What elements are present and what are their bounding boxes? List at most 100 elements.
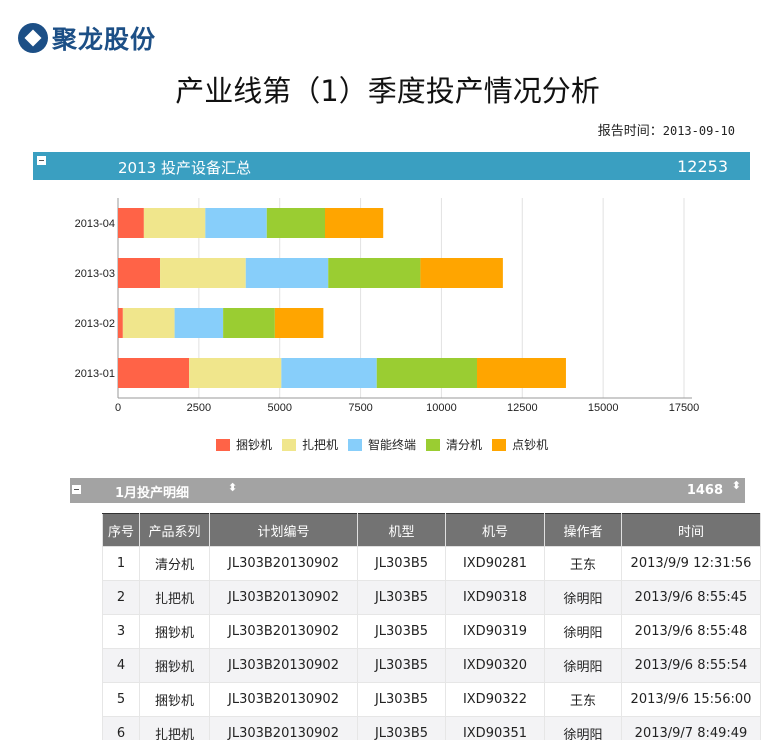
table-cell: JL303B5: [357, 580, 446, 615]
table-cell: JL303B5: [357, 682, 446, 717]
legend-swatch: [348, 438, 363, 451]
bar-segment: [160, 258, 246, 288]
table-cell: 2013/9/6 8:55:48: [621, 614, 761, 649]
bar-segment: [122, 308, 175, 338]
table-row[interactable]: 6 扎把机 JL303B20130902 JL303B5 IXD90351 徐明阳 2013…: [102, 716, 761, 740]
table-cell: 4: [102, 648, 140, 683]
table-cell: 王东: [544, 546, 622, 581]
summary-total: 12253: [677, 157, 728, 176]
column-header[interactable]: 机号: [445, 513, 545, 547]
column-header[interactable]: 机型: [357, 513, 446, 547]
table-row[interactable]: 3 捆钞机 JL303B20130902 JL303B5 IXD90319 徐明阳 2013…: [102, 614, 761, 649]
bar-segment: [118, 358, 190, 388]
column-header[interactable]: 序号: [102, 513, 140, 547]
legend-swatch: [282, 438, 297, 451]
bar-segment: [266, 208, 325, 238]
legend-item[interactable]: 点钞机: [492, 436, 548, 453]
legend-swatch: [492, 438, 507, 451]
table-cell: JL303B20130902: [209, 546, 358, 581]
x-tick-label: 17500: [669, 402, 700, 414]
table-row[interactable]: 5 捆钞机 JL303B20130902 JL303B5 IXD90322 王东 2013/…: [102, 682, 761, 717]
bar-segment: [324, 208, 384, 238]
table-row[interactable]: 4 捆钞机 JL303B20130902 JL303B5 IXD90320 徐明阳 2013…: [102, 648, 761, 683]
table-cell: 清分机: [139, 546, 210, 581]
legend-label: 智能终端: [368, 438, 417, 452]
table-cell: 扎把机: [139, 716, 210, 740]
table-cell: 捆钞机: [139, 648, 210, 683]
table-cell: 2: [102, 580, 140, 615]
table-cell: 捆钞机: [139, 614, 210, 649]
bar-segment: [143, 208, 206, 238]
collapse-icon[interactable]: [37, 156, 46, 165]
report-time: 报告时间：2013-09-10: [598, 120, 735, 139]
report-time-label: 报告时间：: [597, 124, 663, 139]
table-cell: 2013/9/6 8:55:45: [621, 580, 761, 615]
column-header[interactable]: 操作者: [544, 513, 622, 547]
table-cell: 2013/9/9 12:31:56: [621, 546, 761, 581]
bar-segment: [477, 358, 566, 388]
summary-header: 2013 投产设备汇总 12253: [33, 152, 750, 180]
bar-segment: [223, 308, 275, 338]
table-cell: IXD90318: [445, 580, 545, 615]
x-tick-label: 5000: [267, 402, 291, 414]
bar-segment: [420, 258, 503, 288]
table-cell: 王东: [544, 682, 622, 717]
bar-segment: [174, 308, 224, 338]
summary-title: 2013 投产设备汇总: [118, 159, 251, 177]
column-header[interactable]: 产品系列: [139, 513, 210, 547]
table-cell: 2013/9/6 8:55:54: [621, 648, 761, 683]
detail-total: 1468: [686, 483, 723, 498]
table-cell: JL303B5: [357, 614, 446, 649]
table-cell: 徐明阳: [544, 580, 622, 615]
table-cell: 1: [102, 546, 140, 581]
collapse-icon[interactable]: [72, 485, 81, 494]
table-cell: JL303B20130902: [209, 682, 358, 717]
table-cell: 2013/9/6 15:56:00: [621, 682, 761, 717]
table-cell: JL303B5: [357, 648, 446, 683]
table-cell: 扎把机: [139, 580, 210, 615]
company-logo: 聚龙股份: [18, 20, 156, 56]
legend-item[interactable]: 扎把机: [282, 436, 338, 453]
legend-label: 扎把机: [302, 438, 339, 452]
stacked-bar-chart: 0 2500 5000 7500 10000 12500 15000 17500 2013-01…: [75, 198, 700, 414]
table-cell: JL303B20130902: [209, 648, 358, 683]
table-cell: IXD90322: [445, 682, 545, 717]
bar-segment: [118, 308, 123, 338]
report-time-value: 2013-09-10: [662, 124, 735, 138]
column-header[interactable]: 计划编号: [209, 513, 358, 547]
table-cell: IXD90319: [445, 614, 545, 649]
bar-segment: [245, 258, 329, 288]
table-cell: 2013/9/7 8:49:49: [621, 716, 761, 740]
table-row[interactable]: 2 扎把机 JL303B20130902 JL303B5 IXD90318 徐明阳 2013…: [102, 580, 761, 615]
bar-segment: [274, 308, 324, 338]
y-tick-label: 2013-01: [75, 368, 115, 380]
table-cell: 徐明阳: [544, 614, 622, 649]
table-cell: 捆钞机: [139, 682, 210, 717]
bar-segment: [118, 208, 144, 238]
table-cell: JL303B5: [357, 716, 446, 740]
sort-arrows-icon[interactable]: ⬍: [731, 479, 741, 492]
x-tick-label: 7500: [348, 402, 372, 414]
legend-label: 清分机: [446, 438, 483, 452]
table-cell: 5: [102, 682, 140, 717]
table-cell: JL303B20130902: [209, 716, 358, 740]
legend-item[interactable]: 捆钞机: [216, 436, 272, 453]
sort-arrows-icon[interactable]: ⬍: [228, 481, 238, 494]
bar-segment: [118, 258, 161, 288]
column-header[interactable]: 时间: [621, 513, 761, 547]
table-cell: 徐明阳: [544, 648, 622, 683]
legend-label: 点钞机: [512, 438, 549, 452]
x-tick-label: 0: [115, 402, 121, 414]
y-tick-label: 2013-03: [75, 268, 115, 280]
detail-table: 序号 产品系列 计划编号 机型 机号 操作者 时间 1 清分机 JL303B20130902 JL…: [102, 513, 761, 740]
legend-item[interactable]: 清分机: [426, 436, 482, 453]
legend-swatch: [426, 438, 441, 451]
legend-label: 捆钞机: [236, 438, 273, 452]
table-cell: JL303B5: [357, 546, 446, 581]
detail-header: 1月投产明细 ⬍ 1468 ⬍: [70, 478, 745, 503]
legend-item[interactable]: 智能终端: [348, 436, 416, 453]
table-row[interactable]: 1 清分机 JL303B20130902 JL303B5 IXD90281 王东 2013/…: [102, 546, 761, 581]
bar-segment: [281, 358, 377, 388]
chart-legend: 捆钞机 扎把机 智能终端 清分机 点钞机: [216, 436, 548, 453]
